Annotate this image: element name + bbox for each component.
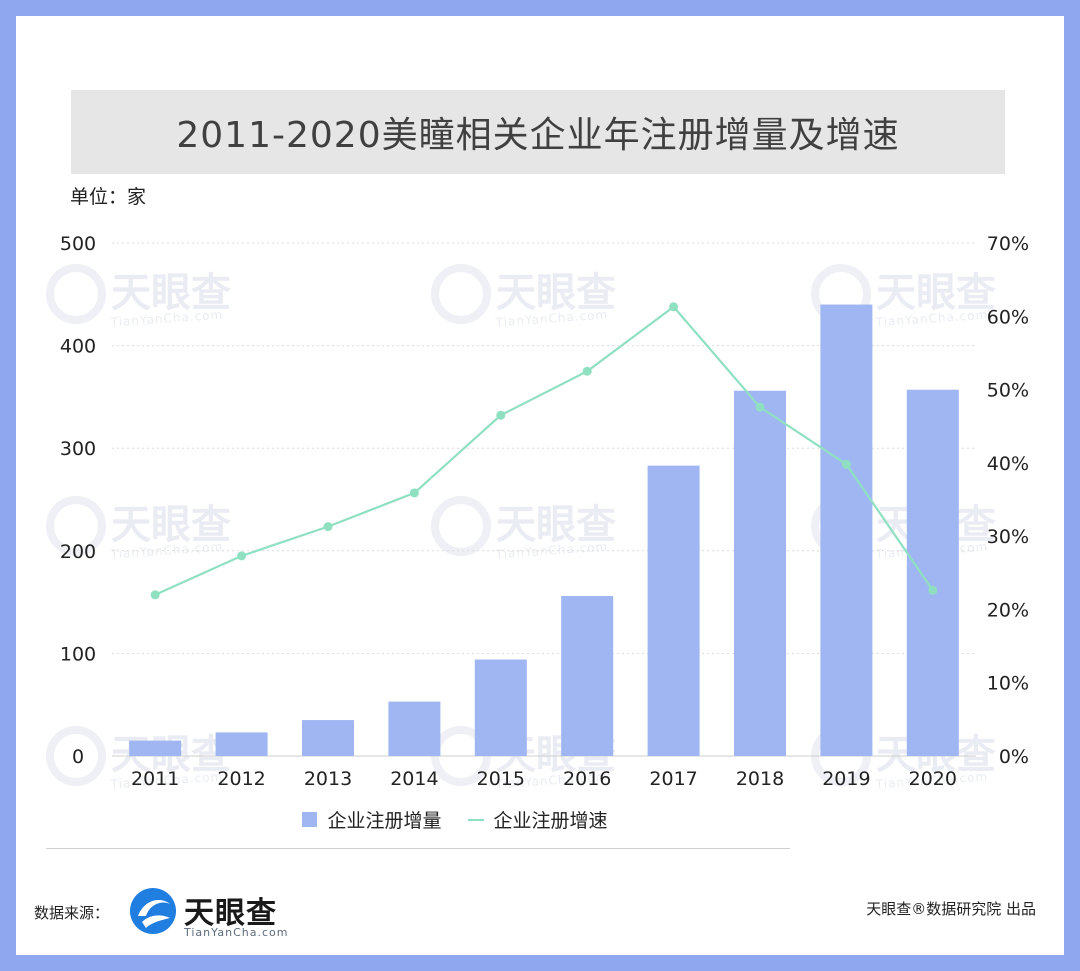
chart-title: 2011-2020美瞳相关企业年注册增量及增速	[176, 115, 900, 156]
y-left-tick-label: 300	[60, 438, 96, 460]
y-right-tick-label: 30%	[987, 526, 1029, 548]
legend-item-bar: 企业注册增量	[302, 806, 442, 833]
watermark-logo-icon	[46, 726, 106, 786]
logo-site: TianYanCha.com	[184, 926, 289, 939]
credit-text: 天眼查®数据研究院 出品	[866, 900, 1036, 918]
legend-swatch-line	[467, 818, 484, 821]
bar-2016	[561, 595, 614, 756]
x-tick-label: 2016	[563, 768, 611, 790]
x-tick-label: 2015	[477, 768, 525, 790]
x-axis: 2011 2012 2013 2014 2015 2016 2017 2018 2019 2020	[131, 768, 957, 790]
watermark-name: 天眼查	[496, 502, 616, 548]
line-point-2013	[323, 522, 333, 532]
watermark-name: 天眼查	[496, 270, 616, 316]
line-point-2016	[582, 366, 592, 376]
watermark-logo-icon	[46, 264, 106, 324]
y-right-tick-label: 40%	[987, 453, 1029, 475]
line-point-2019	[841, 459, 851, 469]
bar-2015	[474, 659, 527, 756]
x-tick-label: 2013	[304, 768, 352, 790]
y-axis-left: 0 100 200 300 400 500	[60, 233, 96, 768]
watermark-logo-icon	[46, 496, 106, 556]
source-label: 数据来源：	[34, 904, 110, 922]
line-point-2017	[669, 302, 679, 312]
watermark-name: 天眼查	[111, 270, 231, 316]
line-point-2015	[496, 410, 506, 420]
x-tick-label: 2011	[131, 768, 179, 790]
tianyancha-logo-icon	[130, 888, 176, 934]
bar-2013	[302, 720, 354, 756]
watermark-logo-icon	[431, 264, 491, 324]
legend-item-line: 企业注册增速	[467, 806, 608, 833]
bar-2011	[129, 740, 182, 756]
y-right-tick-label: 70%	[987, 233, 1029, 255]
line-series	[150, 302, 938, 600]
line-point-2011	[150, 590, 160, 600]
bar-2018	[734, 390, 786, 756]
legend-label-bar: 企业注册增量	[327, 810, 442, 832]
legend-label-line: 企业注册增速	[493, 810, 608, 832]
y-left-tick-label: 400	[60, 336, 96, 358]
watermark-logo-icon	[431, 496, 491, 556]
y-right-tick-label: 10%	[987, 673, 1029, 695]
bar-2012	[215, 732, 268, 756]
y-right-tick-label: 0%	[999, 746, 1029, 768]
title-bar: 2011-2020美瞳相关企业年注册增量及增速	[71, 90, 1005, 174]
y-axis-right: 0% 10% 20% 30% 40% 50% 60% 70%	[987, 233, 1029, 768]
bar-2019	[820, 304, 873, 756]
line-point-2014	[409, 488, 419, 498]
y-left-tick-label: 200	[60, 541, 96, 563]
x-tick-label: 2018	[736, 768, 784, 790]
line-point-2012	[237, 551, 247, 561]
y-left-tick-label: 100	[60, 643, 96, 665]
x-tick-label: 2012	[217, 768, 265, 790]
bar-2017	[647, 465, 700, 756]
x-tick-label: 2020	[909, 768, 957, 790]
x-tick-label: 2019	[822, 768, 870, 790]
legend-swatch-bar	[302, 812, 318, 827]
x-tick-label: 2014	[390, 768, 438, 790]
tianyancha-logo: 天眼查 TianYanCha.com	[128, 886, 318, 942]
unit-label: 单位：家	[70, 186, 147, 208]
chart-card: 2011-2020美瞳相关企业年注册增量及增速 单位：家 天眼查 TianYanC…	[16, 16, 1064, 955]
bar-2020	[906, 389, 959, 756]
bar-2014	[388, 701, 441, 756]
x-tick-label: 2017	[649, 768, 697, 790]
y-left-tick-label: 500	[60, 233, 96, 255]
y-right-tick-label: 20%	[987, 599, 1029, 621]
chart-legend: 企业注册增量 企业注册增速	[16, 806, 1064, 833]
line-point-2020	[928, 585, 938, 595]
line-point-2018	[755, 402, 765, 412]
y-right-tick-label: 50%	[987, 380, 1029, 402]
watermark-name: 天眼查	[876, 270, 996, 316]
growth-rate-line	[154, 305, 934, 596]
watermark-name: 天眼查	[111, 502, 231, 548]
y-left-tick-label: 0	[72, 746, 84, 768]
y-right-tick-label: 60%	[987, 306, 1029, 328]
bar-series	[129, 304, 959, 756]
logo-name: 天眼查	[184, 896, 277, 931]
footer-divider	[46, 848, 790, 849]
